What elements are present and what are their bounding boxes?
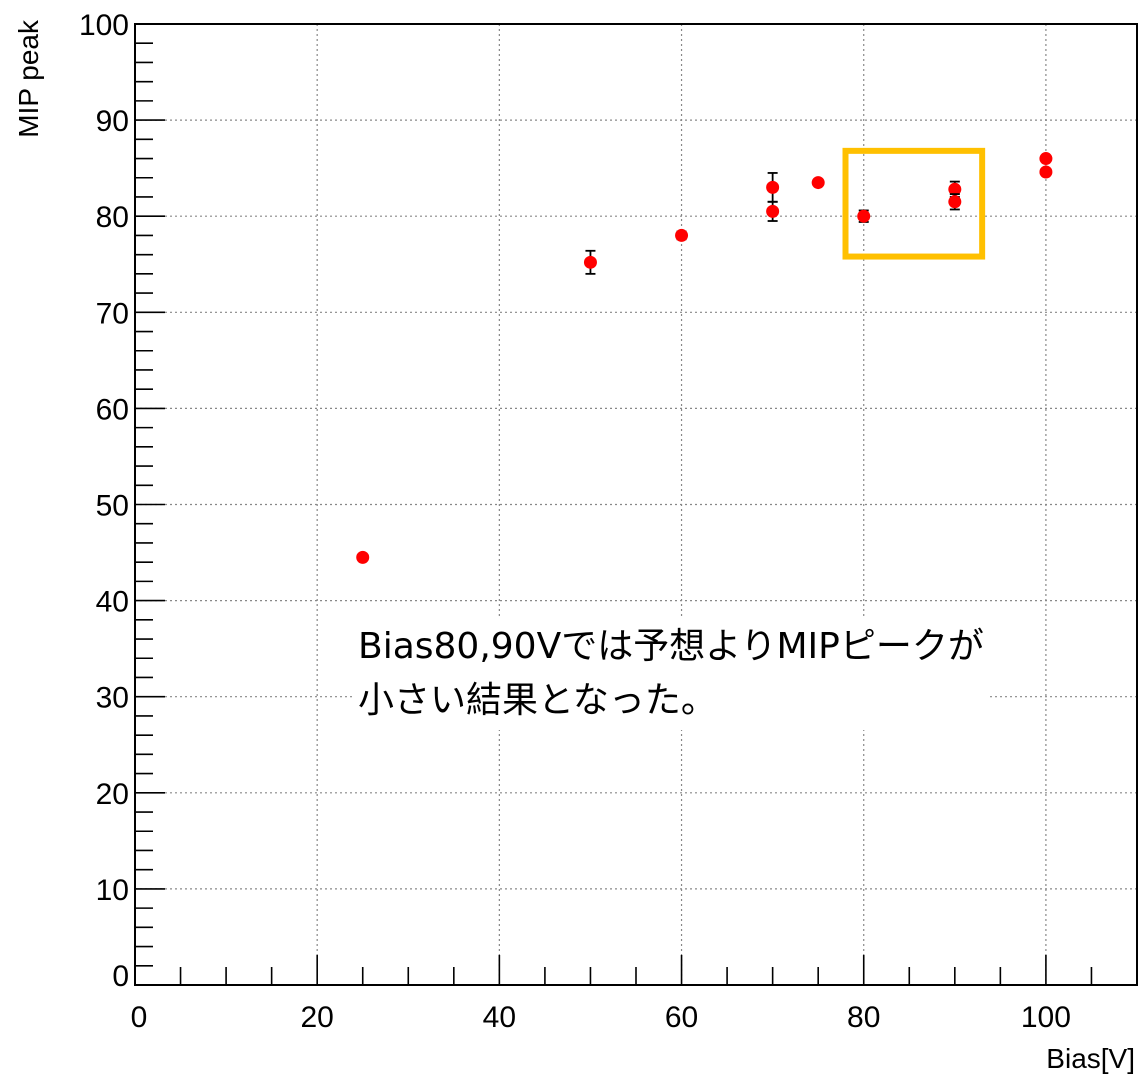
x-tick-label: 80 [847,1001,880,1034]
y-tick-label: 60 [96,393,129,426]
x-tick-label: 60 [665,1001,698,1034]
y-tick-label: 30 [96,682,129,715]
y-tick-label: 0 [112,960,129,993]
data-point [583,255,597,269]
data-point [811,176,825,190]
highlight-box [842,147,986,260]
data-point [857,209,871,223]
x-tick-label: 100 [1021,1001,1071,1034]
y-tick-label: 10 [96,874,129,907]
y-tick-label: 40 [96,586,129,619]
tick-labels: 0 20 40 60 80 100 0 10 20 30 40 50 60 70 80 90 100 [79,9,1071,1034]
highlight [842,147,986,260]
data-point [1039,152,1053,166]
data-point [948,182,962,196]
y-tick-label: 100 [79,9,129,42]
y-tick-label: 80 [96,201,129,234]
data-point [356,550,370,564]
annotation-line-1: Bias80,90Vでは予想よりMIPピークが [358,626,984,667]
y-tick-label: 50 [96,490,129,523]
data-points [356,152,1053,564]
y-tick-label: 20 [96,778,129,811]
x-axis-title: Bias[V] [1046,1043,1135,1074]
plot-frame [134,23,1138,986]
data-point [675,228,689,242]
y-tick-label: 90 [96,105,129,138]
data-point [1039,165,1053,179]
data-point [948,195,962,209]
x-tick-label: 0 [131,1001,148,1034]
y-axis-title: MIP peak [13,19,44,138]
data-point [766,180,780,194]
x-tick-label: 40 [483,1001,516,1034]
plot-area-border [134,23,1138,986]
y-tick-label: 70 [96,297,129,330]
annotation-line-2: 小さい結果となった。 [358,680,717,721]
x-tick-label: 20 [300,1001,333,1034]
data-point [766,204,780,218]
annotation-box: Bias80,90Vでは予想よりMIPピークが 小さい結果となった。 [352,618,990,730]
grid [135,24,1137,985]
